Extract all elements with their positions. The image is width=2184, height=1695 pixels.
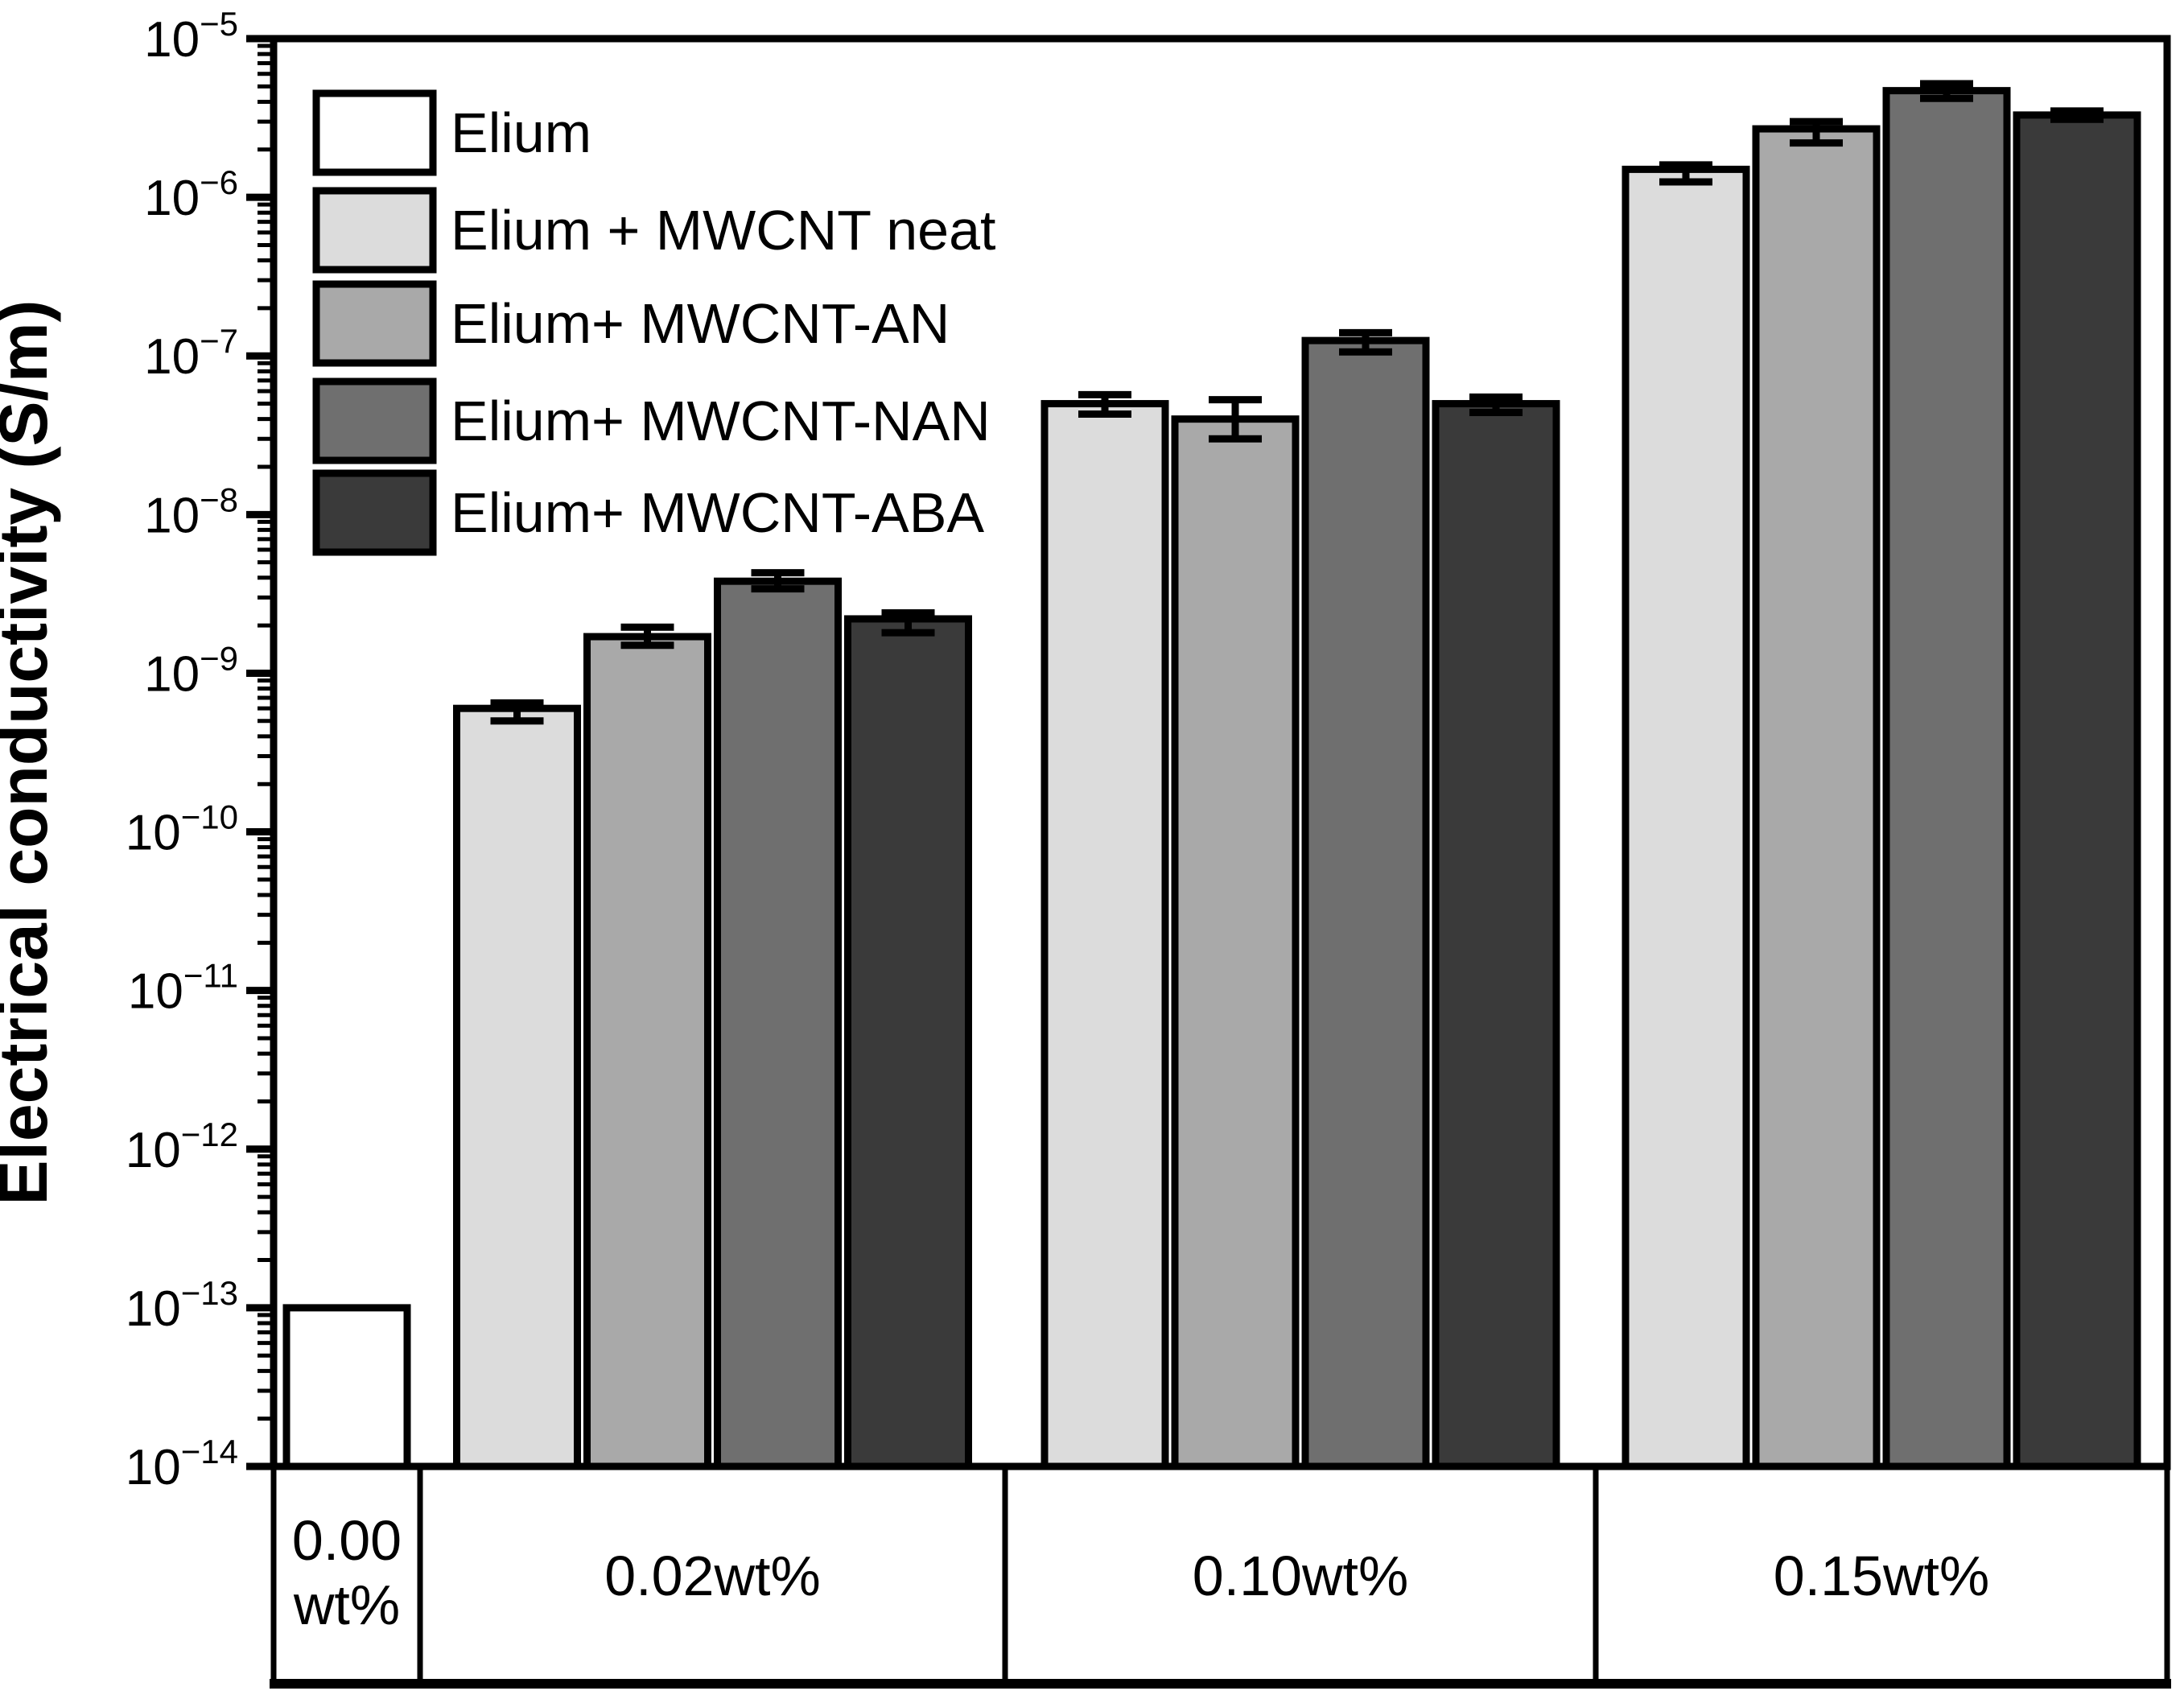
bar-neat-0.02 xyxy=(453,704,581,1470)
bar-neat-0.15 xyxy=(1622,165,1750,1470)
legend-label-neat: Elium + MWCNT neat xyxy=(451,199,995,262)
legend-swatch-nan xyxy=(312,377,437,464)
category-label-line: wt% xyxy=(293,1573,400,1636)
y-tick-label: 10−12 xyxy=(126,1116,238,1178)
legend-label-nan: Elium+ MWCNT-NAN xyxy=(451,390,991,452)
bar-nan-0.15 xyxy=(1882,87,2011,1470)
y-tick-label: 10−9 xyxy=(144,639,238,702)
category-label: 0.10wt% xyxy=(1193,1544,1408,1607)
bar-aba-0.10 xyxy=(1432,400,1560,1470)
legend-label-aba: Elium+ MWCNT-ABA xyxy=(451,481,984,544)
bar-aba-0.15 xyxy=(2013,111,2141,1470)
y-tick-label: 10−13 xyxy=(126,1274,238,1337)
legend-swatch-elium xyxy=(312,89,437,176)
y-tick-label: 10−11 xyxy=(128,957,238,1020)
legend-label-an: Elium+ MWCNT-AN xyxy=(451,292,950,355)
category-label: 0.15wt% xyxy=(1774,1544,1989,1607)
y-axis-title: Electrical conductivity (S/m) xyxy=(0,300,61,1206)
bar-an-0.15 xyxy=(1752,125,1881,1470)
y-tick-label: 10−6 xyxy=(144,163,238,226)
y-tick-label: 10−10 xyxy=(126,798,238,861)
bar-nan-0.02 xyxy=(714,577,842,1470)
category-label: 0.02wt% xyxy=(604,1544,820,1607)
y-tick-label: 10−14 xyxy=(126,1433,238,1495)
category-label-line: 0.00 xyxy=(292,1509,402,1572)
legend-swatch-neat xyxy=(312,187,437,274)
legend-swatch-an xyxy=(312,280,437,367)
bar-an-0.02 xyxy=(583,633,711,1470)
legend-swatch-aba xyxy=(312,469,437,556)
bar-an-0.10 xyxy=(1171,415,1300,1470)
legend-label-elium: Elium xyxy=(451,101,591,164)
bar-nan-0.10 xyxy=(1301,336,1430,1470)
y-tick-label: 10−5 xyxy=(144,5,238,68)
y-tick-label: 10−8 xyxy=(144,480,238,543)
bar-aba-0.02 xyxy=(844,615,972,1470)
bar-elium-0.00 xyxy=(282,1304,411,1470)
bar-neat-0.10 xyxy=(1040,400,1169,1470)
y-tick-label: 10−7 xyxy=(144,322,238,385)
